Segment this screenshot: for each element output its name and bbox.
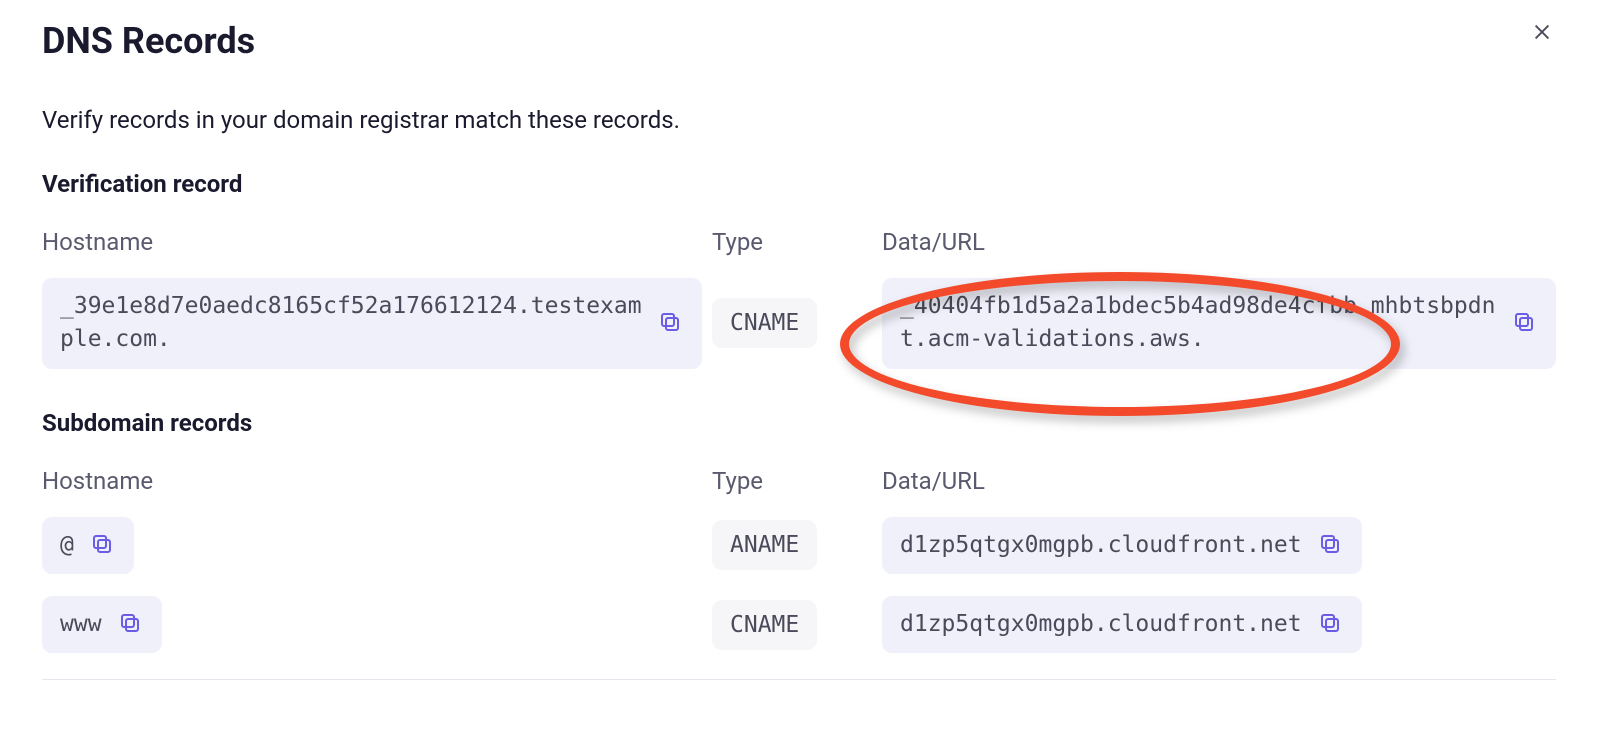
copy-icon (118, 611, 142, 638)
subdomain-type-value: ANAME (730, 532, 799, 558)
hostname-pill: @ (42, 517, 134, 574)
table-cell-dataurl: _40404fb1d5a2a1bdec5b4ad98de4cfbb.mhbtsb… (882, 278, 1556, 369)
subdomain-section-title: Subdomain records (42, 409, 1556, 437)
close-icon (1531, 19, 1553, 49)
copy-dataurl-button[interactable] (1510, 308, 1538, 339)
type-pill: ANAME (712, 520, 817, 570)
hostname-pill: www (42, 596, 162, 653)
subdomain-table: Hostname Type Data/URL @ ANAME d1zp5qtgx… (42, 467, 1556, 654)
copy-hostname-button[interactable] (656, 308, 684, 339)
dns-records-modal: DNS Records Verify records in your domai… (0, 0, 1598, 690)
subdomain-dataurl-value: d1zp5qtgx0mgpb.cloudfront.net (900, 608, 1302, 641)
dataurl-pill: _40404fb1d5a2a1bdec5b4ad98de4cfbb.mhbtsb… (882, 278, 1556, 369)
col-header-hostname: Hostname (42, 467, 702, 495)
verification-table: Hostname Type Data/URL _39e1e8d7e0aedc81… (42, 228, 1556, 369)
copy-hostname-button[interactable] (88, 530, 116, 561)
close-button[interactable] (1528, 20, 1556, 48)
col-header-dataurl: Data/URL (882, 467, 1556, 495)
verification-dataurl-value: _40404fb1d5a2a1bdec5b4ad98de4cfbb.mhbtsb… (900, 290, 1496, 357)
subdomain-hostname-value: www (60, 608, 102, 641)
subdomain-hostname-value: @ (60, 529, 74, 562)
copy-dataurl-button[interactable] (1316, 609, 1344, 640)
copy-icon (1512, 310, 1536, 337)
copy-icon (1318, 611, 1342, 638)
table-cell-hostname: _39e1e8d7e0aedc8165cf52a176612124.testex… (42, 278, 702, 369)
table-cell-dataurl: d1zp5qtgx0mgpb.cloudfront.net (882, 517, 1556, 574)
description-text: Verify records in your domain registrar … (42, 106, 1556, 134)
verification-section-title: Verification record (42, 170, 1556, 198)
table-cell-hostname: www (42, 596, 702, 653)
table-cell-hostname: @ (42, 517, 702, 574)
copy-icon (1318, 532, 1342, 559)
subdomain-dataurl-value: d1zp5qtgx0mgpb.cloudfront.net (900, 529, 1302, 562)
divider (42, 679, 1556, 680)
type-pill: CNAME (712, 600, 817, 650)
verification-hostname-value: _39e1e8d7e0aedc8165cf52a176612124.testex… (60, 290, 642, 357)
col-header-hostname: Hostname (42, 228, 702, 256)
dataurl-pill: d1zp5qtgx0mgpb.cloudfront.net (882, 596, 1362, 653)
table-cell-type: CNAME (712, 600, 872, 650)
dataurl-pill: d1zp5qtgx0mgpb.cloudfront.net (882, 517, 1362, 574)
table-cell-dataurl: d1zp5qtgx0mgpb.cloudfront.net (882, 596, 1556, 653)
copy-hostname-button[interactable] (116, 609, 144, 640)
table-cell-type: CNAME (712, 298, 872, 348)
col-header-type: Type (712, 228, 872, 256)
table-cell-type: ANAME (712, 520, 872, 570)
page-title: DNS Records (42, 20, 1556, 62)
copy-icon (90, 532, 114, 559)
verification-type-value: CNAME (730, 310, 799, 336)
hostname-pill: _39e1e8d7e0aedc8165cf52a176612124.testex… (42, 278, 702, 369)
copy-dataurl-button[interactable] (1316, 530, 1344, 561)
copy-icon (658, 310, 682, 337)
col-header-dataurl: Data/URL (882, 228, 1556, 256)
type-pill: CNAME (712, 298, 817, 348)
subdomain-type-value: CNAME (730, 612, 799, 638)
col-header-type: Type (712, 467, 872, 495)
